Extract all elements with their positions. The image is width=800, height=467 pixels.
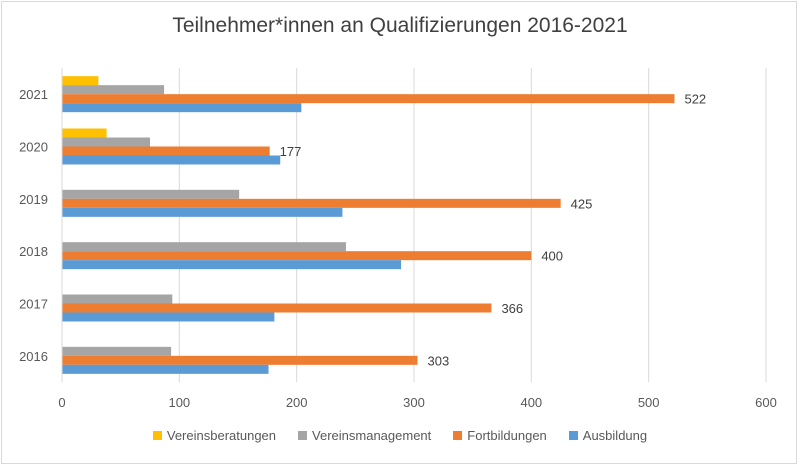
y-tick-label: 2018	[19, 244, 48, 259]
bar-fortbildungen-2016	[62, 355, 418, 365]
bar-vereinsmanagement-2016	[62, 346, 172, 356]
bar-vereinsmanagement-2020	[62, 137, 150, 147]
bar-ausbildung-2019	[62, 207, 343, 217]
x-tick-label: 100	[168, 395, 190, 410]
bar-ausbildung-2021	[62, 103, 302, 113]
legend-swatch-ausbildung	[568, 431, 578, 440]
bar-ausbildung-2020	[62, 155, 281, 165]
data-label: 366	[501, 301, 523, 316]
x-tick-label: 400	[520, 395, 542, 410]
x-tick-label: 600	[755, 395, 777, 410]
data-label: 303	[428, 353, 450, 368]
y-tick-label: 2017	[19, 297, 48, 312]
x-tick-label: 500	[638, 395, 660, 410]
legend-item-fortbildungen: Fortbildungen	[453, 428, 547, 443]
legend-label: Vereinsmanagement	[312, 428, 432, 443]
bar-fortbildungen-2019	[62, 198, 561, 208]
chart-title: Teilnehmer*innen an Qualifizierungen 201…	[172, 14, 628, 37]
y-tick-label: 2021	[19, 87, 48, 102]
legend-item-ausbildung: Ausbildung	[568, 428, 648, 443]
legend-swatch-vereinsberatungen	[152, 431, 162, 440]
bar-vereinsmanagement-2018	[62, 242, 346, 252]
bar-vereinsberatungen-2020	[62, 128, 107, 138]
bar-ausbildung-2017	[62, 312, 275, 322]
x-tick-label: 0	[58, 395, 65, 410]
x-tick-label: 300	[403, 395, 425, 410]
legend-swatch-fortbildungen	[453, 431, 463, 440]
legend-label: Vereinsberatungen	[166, 428, 277, 443]
bar-vereinsmanagement-2017	[62, 294, 173, 304]
bar-vereinsmanagement-2019	[62, 189, 240, 199]
bar-ausbildung-2016	[62, 364, 269, 374]
bar-ausbildung-2018	[62, 260, 402, 270]
bar-fortbildungen-2020	[62, 146, 270, 156]
bar-fortbildungen-2017	[62, 303, 492, 313]
legend-swatch-vereinsmanagement	[298, 431, 308, 440]
bar-vereinsmanagement-2021	[62, 85, 165, 95]
bar-vereinsberatungen-2021	[62, 76, 99, 86]
legend-item-vereinsmanagement: Vereinsmanagement	[298, 428, 431, 443]
bar-fortbildungen-2018	[62, 251, 532, 261]
data-label: 522	[684, 92, 706, 107]
y-tick-label: 2019	[19, 192, 48, 207]
data-label: 400	[541, 249, 563, 264]
y-tick-label: 2020	[19, 140, 48, 155]
data-label: 425	[571, 196, 593, 211]
x-tick-label: 200	[286, 395, 308, 410]
bar-fortbildungen-2021	[62, 94, 675, 104]
legend-label: Ausbildung	[582, 428, 648, 443]
data-label: 177	[280, 144, 302, 159]
legend-item-vereinsberatungen: Vereinsberatungen	[152, 428, 277, 443]
chart-legend: Vereinsberatungen Vereinsmanagement Fort…	[0, 428, 800, 443]
legend-label: Fortbildungen	[467, 428, 547, 443]
y-tick-label: 2016	[19, 349, 48, 364]
